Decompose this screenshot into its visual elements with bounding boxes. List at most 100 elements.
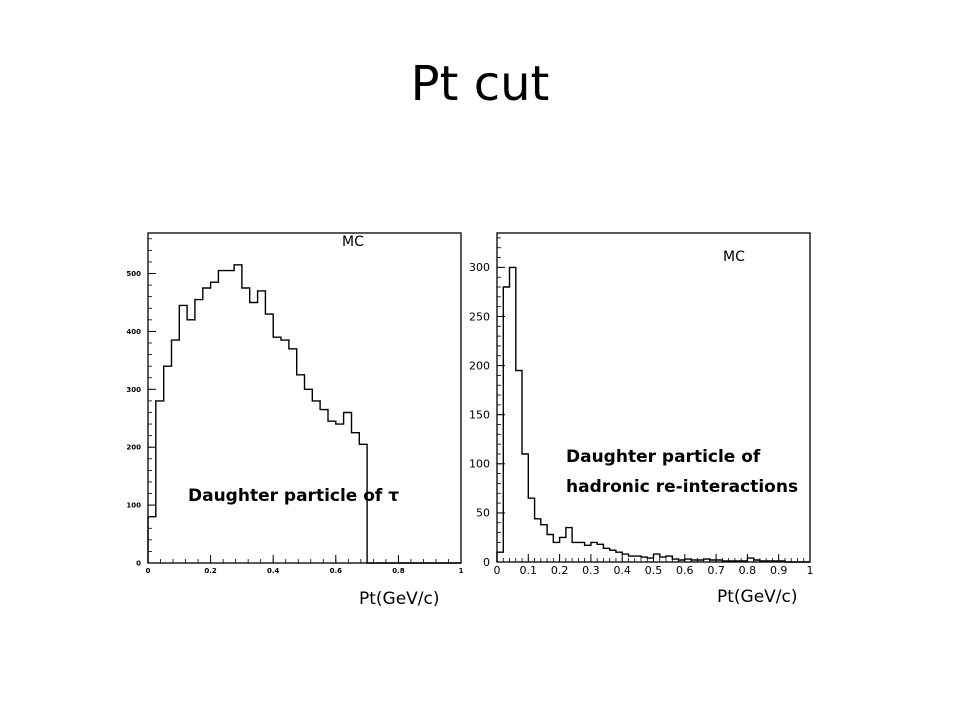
x-tick-label: 1	[807, 564, 814, 577]
histogram-bin	[679, 560, 685, 562]
histogram-bin	[622, 554, 628, 562]
histogram-bin	[203, 288, 211, 563]
y-tick-label: 150	[469, 409, 490, 422]
histogram-bin	[628, 556, 634, 562]
histogram-bin	[760, 561, 766, 562]
histogram-bin	[226, 271, 234, 563]
histogram-bin	[697, 560, 703, 562]
histogram-bin	[234, 265, 242, 563]
chart2-annotation-line1: Daughter particle of	[566, 447, 761, 467]
histogram-bin	[654, 554, 660, 562]
histogram-bin	[164, 366, 172, 563]
histogram-bin	[510, 267, 516, 562]
histogram-bin	[735, 561, 741, 562]
histogram-bin	[187, 320, 195, 563]
histogram-bin	[585, 545, 591, 562]
histogram-bin	[522, 454, 528, 562]
histogram-hadronic-daughter: 0 50 100 150 200 250 300 0 0.1 0.2 0.3 0.4 0.5 0.6 0.7…	[469, 232, 814, 577]
y-tick-label: 500	[126, 270, 141, 278]
histogram-bin	[741, 561, 747, 562]
histogram-bin	[603, 548, 609, 562]
histogram-bin	[273, 337, 281, 563]
histogram-bin	[591, 542, 597, 562]
histogram-tau-daughter: 0 100 200 300 400 500 0 0.2 0.4 0.6 0.8 1	[126, 232, 464, 575]
chart1-annotation: Daughter particle of τ	[188, 486, 400, 506]
x-tick-label: 0.7	[707, 564, 725, 577]
histogram-bin	[497, 552, 503, 562]
histogram-bin	[672, 559, 678, 562]
histogram-bin	[535, 519, 541, 562]
chart2-mc-label: MC	[723, 249, 745, 265]
y-tick-label: 50	[476, 507, 490, 520]
x-tick-label: 0.9	[770, 564, 788, 577]
x-tick-label: 0.4	[267, 567, 280, 575]
histogram-bin	[704, 559, 710, 562]
histogram-bin	[503, 287, 509, 562]
histogram-bin	[516, 370, 522, 562]
histogram-bin	[578, 542, 584, 562]
x-tick-label: 0	[494, 564, 501, 577]
histogram-bin	[685, 559, 691, 562]
y-tick-label: 100	[469, 458, 490, 471]
x-tick-label: 0.4	[613, 564, 631, 577]
histogram-bin	[772, 561, 778, 562]
histogram-bin	[547, 535, 553, 562]
histogram-bin	[281, 340, 289, 563]
slide-title: Pt cut	[410, 56, 550, 112]
y-tick-label: 250	[469, 310, 490, 323]
x-tick-label: 0.6	[676, 564, 694, 577]
x-tick-label: 0.8	[392, 567, 405, 575]
y-tick-label: 100	[126, 502, 141, 510]
histogram-bin	[553, 542, 559, 562]
histogram-bin	[312, 401, 320, 563]
histogram-bin	[289, 349, 297, 563]
y-tick-label: 0	[136, 559, 141, 567]
x-tick-label: 0.6	[330, 567, 343, 575]
histogram-bin	[297, 375, 305, 563]
x-tick-label: 0	[146, 567, 151, 575]
plot-frame	[147, 232, 462, 564]
histogram-bin	[305, 389, 313, 563]
histogram-bin	[156, 401, 164, 563]
histogram-bin	[610, 550, 616, 562]
histogram-bin	[541, 525, 547, 562]
histogram-bin	[660, 557, 666, 562]
plot-frame	[496, 232, 811, 563]
histogram-bin	[691, 560, 697, 562]
x-tick-label: 0.3	[582, 564, 600, 577]
histogram-bin	[779, 561, 785, 562]
histogram-bin	[528, 498, 534, 562]
histogram-line	[496, 266, 810, 563]
histogram-bin	[754, 560, 760, 562]
chart1-xlabel: Pt(GeV/c)	[359, 589, 440, 609]
y-tick-label: 0	[483, 556, 490, 569]
histogram-bin	[747, 558, 753, 562]
histogram-bin	[722, 561, 728, 562]
histogram-bin	[211, 282, 219, 563]
histogram-bin	[716, 560, 722, 562]
histogram-bin	[641, 557, 647, 562]
y-tick-label: 200	[126, 444, 141, 452]
y-tick-label: 300	[469, 261, 490, 274]
histogram-bin	[635, 556, 641, 562]
histogram-bin	[616, 552, 622, 562]
histogram-bin	[647, 558, 653, 562]
histogram-bin	[560, 537, 566, 562]
histogram-bin	[242, 288, 250, 563]
x-tick-label: 0.5	[645, 564, 663, 577]
x-tick-label: 0.1	[520, 564, 538, 577]
histogram-bin	[566, 528, 572, 562]
histogram-line	[147, 264, 461, 564]
histogram-bin	[195, 300, 203, 563]
histogram-bin	[710, 560, 716, 562]
histogram-bin	[766, 561, 772, 562]
y-tick-label: 400	[126, 328, 141, 336]
histogram-bin	[250, 302, 258, 563]
histogram-bin	[729, 561, 735, 562]
histogram-bin	[666, 556, 672, 562]
histogram-bin	[265, 314, 273, 563]
chart2-xlabel: Pt(GeV/c)	[717, 587, 798, 607]
chart2-annotation-line2: hadronic re-interactions	[566, 477, 799, 497]
histogram-bin	[597, 544, 603, 562]
